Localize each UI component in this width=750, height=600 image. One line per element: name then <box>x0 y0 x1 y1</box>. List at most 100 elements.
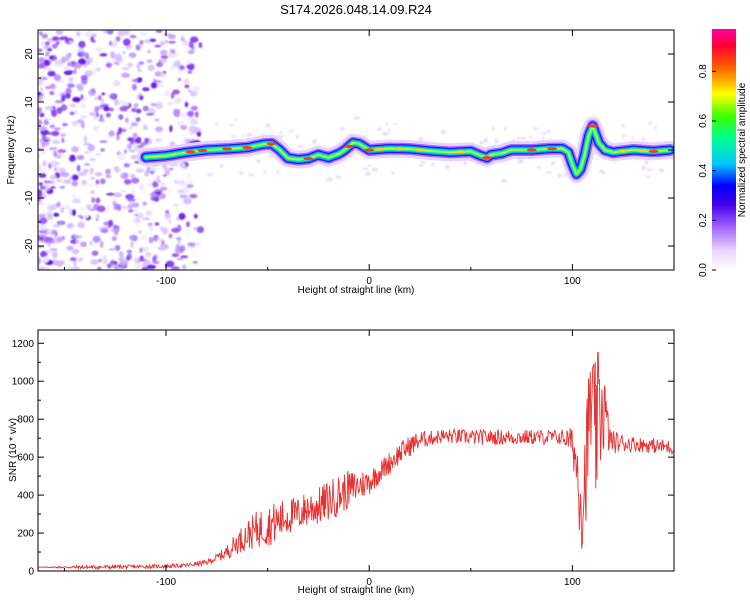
noise-blob <box>53 74 62 82</box>
noise-blob <box>99 114 104 121</box>
noise-blob <box>133 103 139 108</box>
noise-blob <box>50 175 57 180</box>
spectrogram-ytick-label: 10 <box>24 96 35 108</box>
noise-blob <box>129 201 134 205</box>
noise-blob <box>206 173 214 177</box>
colorbar-tick-label: 0.4 <box>698 163 709 177</box>
noise-blob <box>157 245 166 251</box>
noise-blob <box>165 210 170 214</box>
noise-blob <box>47 204 54 212</box>
noise-blob <box>47 243 51 247</box>
noise-blob <box>54 100 64 104</box>
noise-blob <box>186 221 190 228</box>
noise-blob <box>89 111 96 117</box>
colorbar-tick-label: 0.8 <box>698 64 709 78</box>
noise-blob <box>80 104 87 109</box>
noise-blob <box>504 126 507 132</box>
noise-blob <box>51 233 56 238</box>
noise-blob <box>113 79 121 87</box>
noise-blob <box>187 242 196 247</box>
noise-blob <box>180 180 186 184</box>
noise-blob <box>170 92 175 99</box>
ridge-peak <box>394 147 405 151</box>
noise-blob <box>82 52 89 58</box>
noise-blob <box>108 130 115 137</box>
noise-blob <box>71 209 76 216</box>
noise-blob <box>96 67 101 72</box>
noise-blob <box>158 74 167 77</box>
noise-blob <box>115 36 121 42</box>
noise-blob <box>41 33 48 39</box>
noise-blob <box>94 172 103 177</box>
noise-blob <box>100 228 108 233</box>
noise-blob <box>50 248 58 251</box>
noise-blob <box>142 201 147 206</box>
noise-blob <box>187 89 192 93</box>
noise-blob <box>132 132 138 139</box>
noise-blob <box>55 41 60 46</box>
noise-blob <box>325 179 330 182</box>
ridge-peak <box>618 149 629 153</box>
noise-blob <box>152 181 159 188</box>
noise-blob <box>102 254 107 261</box>
noise-blob <box>165 90 169 96</box>
noise-blob <box>94 96 99 101</box>
noise-blob <box>154 189 163 195</box>
noise-blob <box>51 147 58 151</box>
noise-blob <box>117 30 126 37</box>
noise-blob <box>176 224 182 232</box>
noise-blob <box>154 80 162 83</box>
noise-blob <box>167 102 174 106</box>
noise-blob <box>120 189 127 193</box>
noise-blob <box>641 165 647 171</box>
noise-blob <box>92 235 101 243</box>
noise-blob <box>550 161 555 166</box>
noise-blob <box>41 133 47 141</box>
noise-blob <box>557 173 562 179</box>
noise-blob <box>76 155 85 160</box>
noise-blob <box>154 222 160 226</box>
noise-blob <box>144 170 150 177</box>
noise-blob <box>118 266 123 270</box>
noise-blob <box>186 64 193 69</box>
noise-blob <box>52 224 61 228</box>
spectrogram-xtick-label: 0 <box>366 276 372 287</box>
spectrogram-xlabel: Height of straight line (km) <box>298 285 415 296</box>
colorbar-tick-label: 0.0 <box>698 263 709 277</box>
noise-blob <box>45 85 52 90</box>
noise-blob <box>60 172 70 178</box>
noise-blob <box>165 260 175 268</box>
noise-blob <box>89 167 94 175</box>
chart-title: S174.2026.048.14.09.R24 <box>280 2 432 17</box>
noise-blob <box>99 241 104 249</box>
noise-blob <box>38 263 41 268</box>
noise-blob <box>134 136 142 144</box>
noise-blob <box>61 138 65 143</box>
noise-blob <box>441 129 446 135</box>
noise-blob <box>141 266 149 270</box>
noise-blob <box>190 105 198 111</box>
noise-blob <box>56 107 63 114</box>
noise-blob <box>108 93 116 100</box>
ridge-peak <box>266 142 277 146</box>
noise-blob <box>62 123 68 127</box>
noise-blob <box>154 44 162 48</box>
noise-blob <box>175 243 180 249</box>
noise-blob <box>73 175 79 180</box>
noise-blob <box>198 42 203 48</box>
noise-blob <box>179 245 186 252</box>
noise-blob <box>631 135 634 140</box>
noise-blob <box>114 229 119 236</box>
noise-blob <box>142 217 151 221</box>
noise-blob <box>42 160 47 167</box>
noise-blob <box>183 39 188 47</box>
noise-blob <box>159 186 168 191</box>
noise-blob <box>168 40 176 44</box>
noise-blob <box>73 259 77 267</box>
noise-blob <box>116 133 120 141</box>
noise-blob <box>143 259 151 264</box>
noise-blob <box>52 251 58 259</box>
